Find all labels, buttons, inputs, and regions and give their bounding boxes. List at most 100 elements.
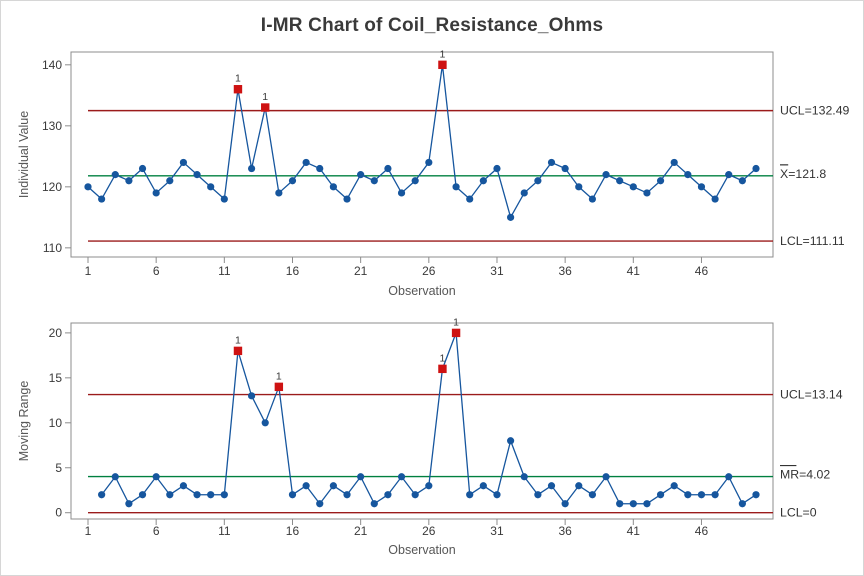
data-point bbox=[547, 482, 556, 490]
data-point bbox=[711, 195, 719, 203]
data-point bbox=[275, 189, 283, 197]
y-tick-label: 5 bbox=[55, 461, 62, 475]
data-point bbox=[411, 491, 419, 499]
out-of-control-flag: 1 bbox=[235, 73, 241, 85]
data-point bbox=[656, 491, 665, 499]
x-tick-label: 46 bbox=[695, 264, 709, 278]
x-tick-label: 31 bbox=[490, 264, 504, 278]
x-tick-label: 41 bbox=[627, 524, 641, 538]
series-line bbox=[87, 64, 757, 218]
y-tick-label: 140 bbox=[42, 58, 62, 72]
center-label: MR=4.02 bbox=[780, 468, 830, 482]
data-point bbox=[193, 491, 201, 499]
y-tick-label: 15 bbox=[49, 371, 63, 385]
data-point bbox=[329, 482, 337, 490]
x-tick-label: 31 bbox=[490, 524, 504, 538]
data-point bbox=[411, 177, 419, 185]
data-point bbox=[684, 491, 692, 499]
x-tick-label: 11 bbox=[218, 264, 231, 278]
data-point bbox=[561, 500, 569, 508]
data-point bbox=[152, 473, 160, 481]
x-tick-label: 11 bbox=[218, 524, 231, 538]
data-point bbox=[507, 213, 515, 221]
data-point bbox=[493, 491, 501, 499]
y-tick-label: 110 bbox=[43, 241, 62, 255]
out-of-control-point bbox=[451, 328, 461, 338]
data-point bbox=[561, 164, 569, 173]
out-of-control-flag: 1 bbox=[276, 370, 282, 382]
y-axis-title: Moving Range bbox=[17, 381, 31, 462]
data-point bbox=[220, 491, 228, 499]
data-point bbox=[466, 491, 474, 499]
out-of-control-flag: 1 bbox=[262, 91, 268, 103]
y-axis-title: Individual Value bbox=[17, 111, 31, 198]
plot-border bbox=[70, 322, 774, 520]
data-point bbox=[343, 195, 351, 203]
data-point bbox=[575, 183, 583, 191]
y-tick-label: 10 bbox=[49, 416, 63, 430]
data-point bbox=[193, 171, 201, 179]
out-of-control-point bbox=[438, 364, 447, 374]
data-point bbox=[697, 183, 706, 191]
x-axis-title: Observation bbox=[388, 284, 455, 298]
out-of-control-point bbox=[233, 85, 243, 94]
x-tick-label: 36 bbox=[558, 264, 572, 278]
data-point bbox=[534, 177, 542, 185]
data-point bbox=[288, 491, 297, 499]
data-point bbox=[643, 500, 651, 508]
x-tick-label: 21 bbox=[354, 524, 368, 538]
data-point bbox=[207, 183, 215, 191]
out-of-control-point bbox=[261, 103, 270, 112]
plot-border bbox=[70, 51, 774, 258]
data-point bbox=[752, 491, 760, 499]
data-point bbox=[111, 473, 119, 481]
data-point bbox=[220, 195, 228, 203]
data-point bbox=[98, 195, 106, 203]
out-of-control-flag: 1 bbox=[235, 334, 241, 346]
data-point bbox=[357, 171, 365, 179]
y-tick-label: 0 bbox=[55, 506, 62, 520]
data-point bbox=[329, 183, 337, 191]
data-point bbox=[725, 473, 733, 481]
data-point bbox=[629, 183, 637, 191]
x-tick-label: 26 bbox=[422, 524, 436, 538]
data-point bbox=[179, 482, 188, 490]
data-point bbox=[670, 482, 678, 490]
x-axis-title: Observation bbox=[388, 543, 455, 557]
data-point bbox=[588, 491, 597, 499]
data-point bbox=[302, 158, 310, 167]
out-of-control-flag: 1 bbox=[440, 48, 446, 60]
data-point bbox=[520, 189, 528, 197]
data-point bbox=[166, 177, 174, 185]
lcl-label: LCL=111.11 bbox=[780, 234, 845, 248]
x-tick-label: 36 bbox=[558, 524, 572, 538]
ucl-label: UCL=13.14 bbox=[780, 388, 843, 402]
data-point bbox=[316, 500, 324, 508]
data-point bbox=[288, 177, 297, 185]
x-tick-label: 16 bbox=[286, 264, 300, 278]
data-point bbox=[738, 177, 746, 185]
data-point bbox=[111, 171, 119, 179]
data-point bbox=[397, 473, 406, 481]
data-point bbox=[343, 491, 351, 499]
y-tick-label: 20 bbox=[49, 326, 63, 340]
x-tick-label: 21 bbox=[354, 264, 368, 278]
data-point bbox=[520, 473, 528, 481]
data-point bbox=[138, 491, 147, 499]
data-point bbox=[493, 164, 501, 173]
data-point bbox=[125, 500, 133, 508]
data-point bbox=[479, 482, 487, 490]
data-point bbox=[752, 164, 760, 173]
chart-title: I-MR Chart of Coil_Resistance_Ohms bbox=[260, 15, 604, 36]
data-point bbox=[466, 195, 474, 203]
data-point bbox=[247, 164, 256, 173]
data-point bbox=[207, 491, 215, 499]
data-point bbox=[643, 189, 651, 197]
data-point bbox=[670, 158, 678, 167]
data-point bbox=[588, 195, 597, 203]
x-tick-label: 26 bbox=[422, 264, 436, 278]
series-line bbox=[101, 332, 757, 505]
data-point bbox=[84, 183, 92, 191]
